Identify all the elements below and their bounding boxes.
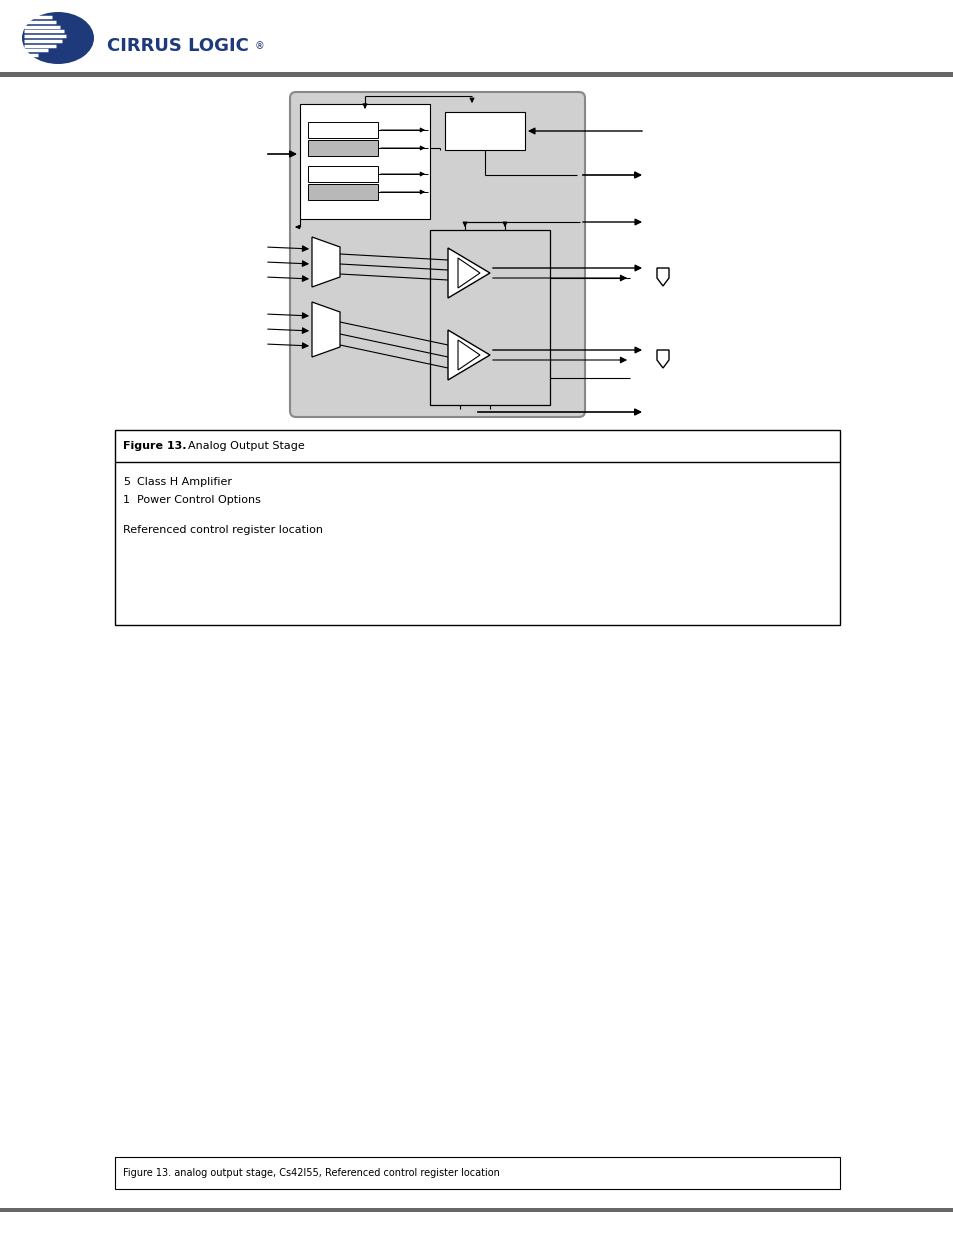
Text: Class H Amplifier: Class H Amplifier [137,477,232,487]
Text: Referenced control register location: Referenced control register location [123,525,323,535]
Bar [430,230,550,405]
Polygon shape [657,268,668,287]
Polygon shape [312,303,339,357]
Polygon shape [657,350,668,368]
Text: Figure 13. analog output stage, Cs42l55, Referenced control register location: Figure 13. analog output stage, Cs42l55,… [123,1168,499,1178]
Ellipse shape [22,12,94,64]
Bar [308,165,377,182]
Bar [115,430,840,625]
Bar [115,1157,840,1189]
Polygon shape [312,237,339,287]
Text: 1: 1 [123,495,130,505]
Bar [308,184,377,200]
Polygon shape [448,330,490,380]
Bar [0,72,953,77]
Text: Figure 13.: Figure 13. [123,441,186,451]
Text: CIRRUS LOGIC: CIRRUS LOGIC [107,37,249,56]
Text: Power Control Options: Power Control Options [137,495,260,505]
Bar [308,140,377,156]
Text: 5: 5 [123,477,130,487]
Text: ®: ® [254,41,265,51]
Bar [444,112,524,149]
Text: Analog Output Stage: Analog Output Stage [188,441,304,451]
FancyBboxPatch shape [290,91,584,417]
Bar [299,104,430,219]
Bar [0,1208,953,1212]
Bar [308,122,377,138]
Polygon shape [448,248,490,298]
